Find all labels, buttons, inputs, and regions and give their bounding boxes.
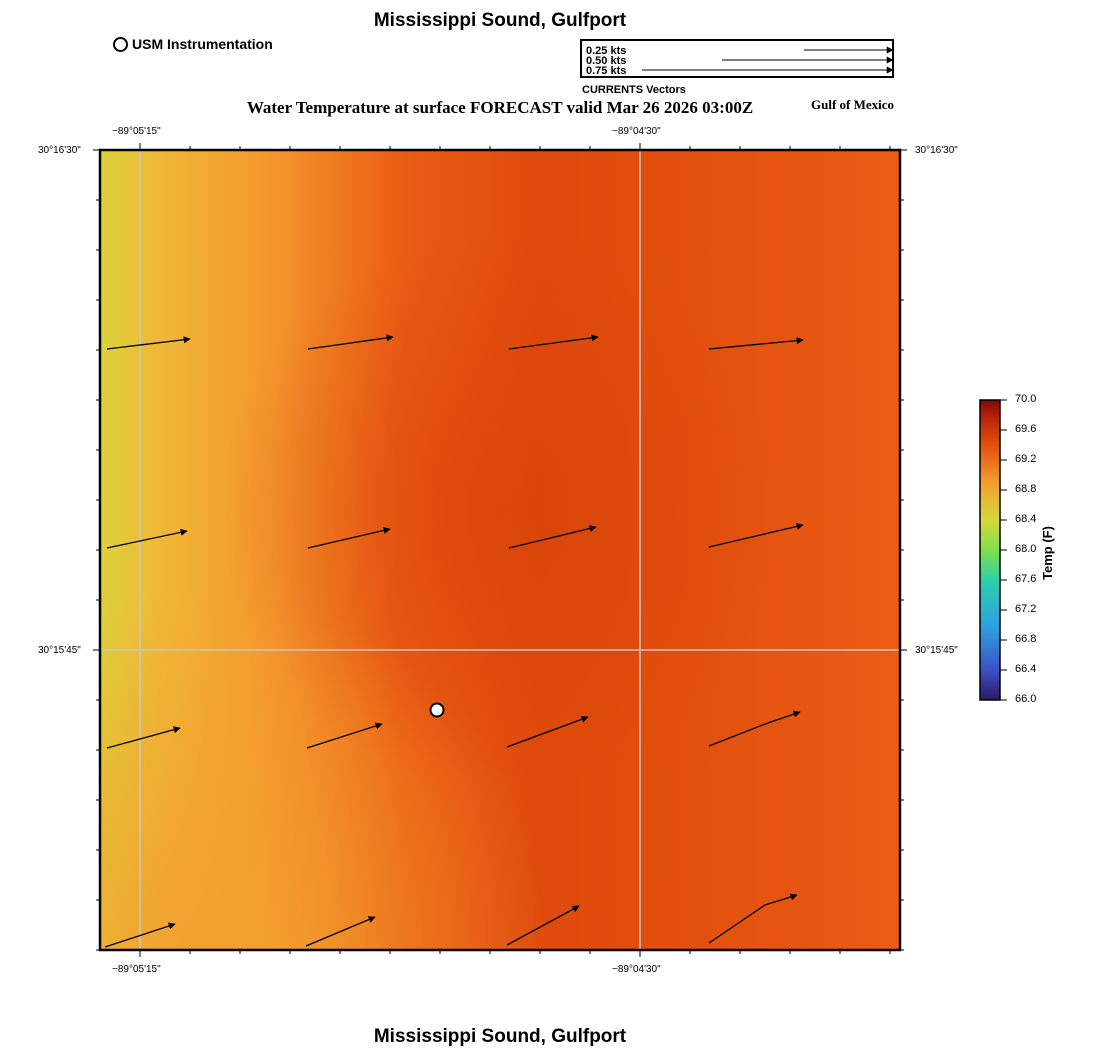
colorbar-label: Temp (F) — [1040, 526, 1055, 580]
map-subtitle: Water Temperature at surface FORECAST va… — [246, 98, 754, 117]
current-vectors — [104, 334, 804, 948]
usm-station-marker[interactable] — [429, 702, 445, 718]
current-arrow — [506, 715, 589, 748]
region-label: Gulf of Mexico — [811, 97, 895, 112]
colorbar-tick-label: 66.0 — [1015, 693, 1037, 705]
vector-key-label-050: 0.50 kts — [586, 55, 627, 67]
current-arrow — [708, 337, 804, 350]
current-arrow — [305, 916, 376, 947]
map-title-footer: Mississippi Sound, Gulfport — [373, 1026, 627, 1047]
colorbar-tick-label: 66.4 — [1015, 663, 1037, 675]
colorbar-tick-label: 68.8 — [1015, 483, 1037, 495]
current-arrow — [104, 922, 176, 948]
axis-ticks — [93, 143, 907, 957]
temperature-field — [100, 150, 900, 950]
current-arrow — [106, 726, 181, 749]
lat-tick-label-left-1: 30°16'30" — [38, 145, 81, 156]
station-legend-label: USM Instrumentation — [132, 36, 273, 52]
colorbar-tick-label: 67.6 — [1015, 573, 1037, 585]
current-arrow — [708, 523, 804, 548]
vector-key-arrows — [642, 46, 894, 74]
station-marker-icon — [113, 36, 128, 52]
vector-key-label-025: 0.25 kts — [586, 45, 627, 57]
vector-key-label-075: 0.75 kts — [586, 65, 627, 77]
lon-tick-label-top-2: −89°04'30" — [612, 126, 661, 137]
colorbar-ramp — [979, 399, 1001, 701]
colorbar-tick-label: 69.6 — [1015, 423, 1037, 435]
current-arrow — [508, 525, 597, 549]
lon-tick-label-bottom-2: −89°04'30" — [612, 964, 661, 975]
lat-tick-label-left-2: 30°15'45" — [38, 645, 81, 656]
vector-key: 0.25 kts 0.50 kts 0.75 kts — [580, 39, 894, 78]
current-arrow — [106, 528, 188, 549]
current-arrow — [508, 334, 599, 350]
colorbar — [979, 399, 1007, 701]
colorbar-tick-label: 68.0 — [1015, 543, 1037, 555]
colorbar-tick-label: 68.4 — [1015, 513, 1037, 525]
colorbar-tick-label: 69.2 — [1015, 453, 1037, 465]
map-title: Mississippi Sound, Gulfport — [373, 10, 627, 31]
colorbar-tick-label: 66.8 — [1015, 633, 1037, 645]
lon-tick-label-top-1: −89°05'15" — [112, 126, 161, 137]
current-arrow — [506, 905, 580, 946]
colorbar-tick-label: 70.0 — [1015, 393, 1037, 405]
graticule — [100, 150, 900, 950]
current-arrow — [106, 336, 191, 350]
vector-key-title: CURRENTS Vectors — [582, 84, 686, 96]
lon-tick-label-bottom-1: −89°05'15" — [112, 964, 161, 975]
lat-tick-label-right-2: 30°15'45" — [915, 645, 958, 656]
colorbar-tick-label: 67.2 — [1015, 603, 1037, 615]
current-arrow — [708, 710, 801, 747]
lat-tick-label-right-1: 30°16'30" — [915, 145, 958, 156]
current-arrow — [306, 722, 383, 749]
station-legend: USM Instrumentation — [113, 36, 273, 52]
current-arrow — [307, 334, 394, 350]
current-arrow — [307, 527, 391, 549]
current-arrow — [708, 893, 798, 944]
